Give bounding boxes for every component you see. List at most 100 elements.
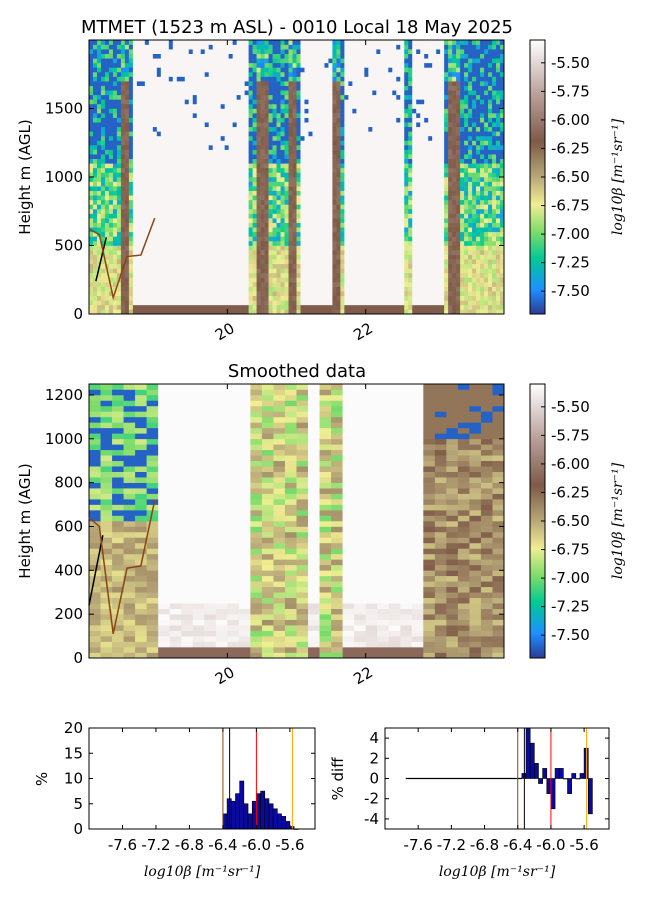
colorbar-smoothed-tick-label: -5.75 <box>551 426 590 444</box>
raw-ytick-label: 1500 <box>45 100 83 118</box>
colorbar-raw-tick-label: -6.75 <box>551 197 590 215</box>
hist-diff-bar <box>538 778 543 784</box>
histogram-diff-xlabel: log10β [m⁻¹sr⁻¹] <box>439 864 556 880</box>
hist-percent-bar <box>281 816 287 830</box>
ylabel-raw: Height m (AGL) <box>16 119 34 234</box>
hist-diff-xtick-label: -7.6 <box>404 836 433 854</box>
hist-diff-bar <box>542 768 548 779</box>
histogram-percent: 0 5 10 15 20 -7.6 -7.2 -6.8 -6.4 -6.0 -5.6 % log10… <box>33 719 316 880</box>
hist-percent-bar <box>260 790 266 830</box>
colorbar-raw-tick-label: -6.50 <box>551 168 590 186</box>
colorbar-smoothed-tick-label: -7.25 <box>551 598 590 616</box>
hist-diff-bar <box>554 768 560 779</box>
hist-diff-bar <box>571 773 577 779</box>
hist-diff-bar <box>534 763 539 779</box>
hist-diff-bar <box>550 778 556 810</box>
hist-percent-xtick-label: -6.0 <box>242 836 271 854</box>
raw-ytick-label: 500 <box>54 237 83 255</box>
hist-diff-xtick-label: -6.0 <box>536 836 565 854</box>
colorbar-smoothed-label: log10β [m⁻¹sr⁻¹] <box>610 462 626 579</box>
smoothed-ytick-label: 0 <box>73 649 83 667</box>
histogram-diff-ylabel: % diff <box>329 757 347 801</box>
heatmap-smoothed: 0 200 400 600 800 1000 1200 20 22 Height m (AGL) <box>16 383 505 688</box>
hist-diff-bar <box>575 778 581 780</box>
hist-diff-bar <box>558 768 564 779</box>
hist-percent-bar <box>264 798 270 830</box>
colorbar-raw-tick-label: -7.00 <box>551 225 590 243</box>
hist-percent-bar <box>247 813 253 830</box>
colorbar-raw: -5.50 -5.75 -6.00 -6.25 -6.50 -6.75 -7.00 -7.25… <box>529 39 626 315</box>
hist-diff-bar <box>579 773 585 779</box>
colorbar-raw-tick-label: -7.25 <box>551 254 590 272</box>
colorbar-smoothed-tick-label: -6.00 <box>551 455 590 473</box>
hist-diff-bar <box>563 778 568 780</box>
colorbar-raw-tick-label: -5.75 <box>551 82 590 100</box>
hist-percent-ytick-label: 5 <box>73 795 83 813</box>
raw-ytick-label: 1000 <box>45 168 83 186</box>
smoothed-xtick-label: 20 <box>212 663 238 688</box>
raw-overlay-line <box>95 237 108 282</box>
hist-percent-ytick-label: 0 <box>73 820 83 838</box>
hist-diff-ytick-label: 4 <box>369 729 379 747</box>
heatmap-smoothed-frame <box>88 383 505 659</box>
hist-percent-xtick-label: -7.6 <box>108 836 137 854</box>
hist-diff-xtick-label: -5.6 <box>569 836 598 854</box>
heatmap-smoothed-cells <box>89 384 505 659</box>
colorbar-smoothed-tick-label: -6.75 <box>551 541 590 559</box>
smoothed-ytick-label: 400 <box>54 561 83 579</box>
smoothed-overlay-line <box>88 500 156 635</box>
hist-diff-bar <box>529 742 535 779</box>
raw-xtick-label: 20 <box>212 319 238 344</box>
hist-percent-ytick-label: 10 <box>64 770 83 788</box>
hist-percent-ytick-label: 20 <box>64 719 83 737</box>
histogram-percent-ylabel: % <box>33 772 51 786</box>
colorbar-smoothed-tick-label: -5.50 <box>551 398 590 416</box>
hist-percent-bar <box>243 803 249 830</box>
colorbar-raw-tick-label: -5.50 <box>551 54 590 72</box>
hist-percent-bar <box>272 808 278 830</box>
smoothed-ytick-label: 1200 <box>45 386 83 404</box>
colorbar-smoothed-tick-label: -7.50 <box>551 626 590 644</box>
hist-percent-xtick-label: -7.2 <box>141 836 170 854</box>
hist-percent-xtick-label: -5.6 <box>275 836 304 854</box>
hist-percent-xtick-label: -6.8 <box>175 836 204 854</box>
raw-overlay-line <box>88 217 156 301</box>
smoothed-ytick-label: 200 <box>54 605 83 623</box>
subplot-title: Smoothed data <box>228 361 366 382</box>
hist-percent-bar <box>256 793 261 830</box>
hist-diff-xtick-label: -6.8 <box>470 836 499 854</box>
histogram-percent-frame <box>88 727 316 830</box>
colorbar-smoothed-tick-label: -6.25 <box>551 483 590 501</box>
histogram-diff: -4 -2 0 2 4 -7.6 -7.2 -6.8 -6.4 -6.0 -5.6 % diff l… <box>329 727 610 880</box>
histogram-diff-frame <box>384 727 610 830</box>
colorbar-smoothed-tick-label: -7.00 <box>551 569 590 587</box>
ylabel-smoothed: Height m (AGL) <box>16 463 34 578</box>
smoothed-xtick-label: 22 <box>350 663 376 688</box>
hist-diff-ytick-label: 2 <box>369 749 379 767</box>
histogram-percent-xlabel: log10β [m⁻¹sr⁻¹] <box>144 864 261 880</box>
smoothed-overlay-line <box>88 535 104 606</box>
hist-percent-ytick-label: 15 <box>64 744 83 762</box>
heatmap-raw-cells <box>89 40 505 315</box>
hist-percent-bar <box>268 803 274 830</box>
hist-percent-bar <box>235 793 240 830</box>
colorbar-raw-tick-label: -6.00 <box>551 111 590 129</box>
hist-diff-bar <box>567 778 572 794</box>
smoothed-ytick-label: 800 <box>54 474 83 492</box>
hist-diff-ytick-label: -2 <box>364 790 379 808</box>
main-title: MTMET (1523 m ASL) - 0010 Local 18 May 2… <box>81 17 513 38</box>
hist-percent-bar <box>285 821 291 830</box>
hist-percent-bar <box>277 813 282 830</box>
hist-percent-xtick-label: -6.4 <box>208 836 237 854</box>
hist-percent-bar <box>251 800 257 830</box>
hist-diff-bar <box>525 727 531 779</box>
smoothed-ytick-label: 600 <box>54 517 83 535</box>
hist-diff-ytick-label: 0 <box>369 770 379 788</box>
hist-diff-bar <box>587 778 593 815</box>
hist-diff-bar <box>546 778 552 794</box>
hist-diff-ytick-label: -4 <box>364 810 379 828</box>
colorbar-raw-tick-label: -6.25 <box>551 139 590 157</box>
raw-xtick-label: 22 <box>350 319 376 344</box>
colorbar-raw-label: log10β [m⁻¹sr⁻¹] <box>610 118 626 235</box>
